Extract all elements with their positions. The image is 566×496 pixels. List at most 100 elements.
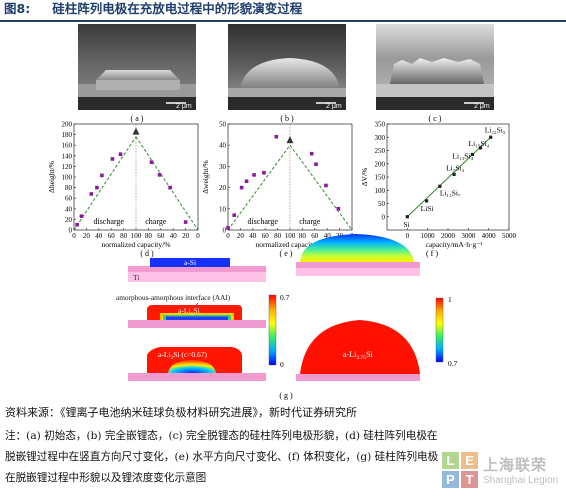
- discharge-point: [226, 226, 230, 230]
- charge-trend-line: [135, 136, 199, 231]
- discharge-trend-line: [227, 144, 291, 231]
- charge-point: [314, 162, 318, 167]
- figure-note-line-3: 在脱嵌锂过程中形貌以及锂浓度变化示意图: [5, 472, 207, 484]
- region-label-charge: charge: [299, 217, 321, 226]
- x-tick-label: 0: [226, 232, 230, 240]
- volume-point: [489, 135, 493, 139]
- x-tick-label: 0: [406, 232, 410, 240]
- region-label-discharge: discharge: [247, 217, 278, 226]
- fit-line: [406, 136, 492, 218]
- charge-point: [183, 220, 188, 224]
- y-tick-label: 0: [382, 213, 386, 221]
- discharge-point: [252, 173, 256, 177]
- sem-image-a: 2 μm: [78, 24, 196, 110]
- y-tick-label: 50: [219, 121, 227, 129]
- cbar-left-min: 0: [280, 360, 284, 369]
- cbar-left-max: 0.7: [280, 293, 290, 302]
- plot-d-label: ( d ): [140, 249, 154, 258]
- fem-ti-label: Ti: [133, 273, 139, 282]
- cbar-right-min: 0.7: [448, 359, 458, 368]
- discharge-trend-line: [73, 136, 137, 231]
- discharge-point: [110, 157, 115, 161]
- charge-point: [336, 207, 341, 211]
- sem-image-b: 2 μm: [228, 24, 346, 110]
- figure-note-line-1: 注：(a) 初始态，(b) 完全嵌锂态，(c) 完全脱锂态的硅柱阵列电极形貌，(…: [5, 430, 438, 442]
- volume-point: [478, 146, 483, 150]
- watermark-logo: L E P T 上海联荣 Shanghai Legion: [442, 448, 560, 492]
- x-axis-label: normalized capacity/%: [256, 240, 325, 249]
- figure-graphic: 2 μm ( a ) 2 μm ( b ) 2 μm ( c ) 0 20 40 60…: [47, 24, 517, 400]
- charge-point: [157, 173, 162, 177]
- sem-c-label: ( c ): [429, 114, 442, 123]
- fem-stress-dome: [296, 234, 420, 276]
- volume-point: [438, 184, 442, 188]
- fem-lixsi-label: a-LixSi: [178, 306, 200, 317]
- y-axis-label: Δheight/%: [47, 161, 56, 193]
- discharge-point: [79, 214, 84, 219]
- y-tick-label: 100: [62, 174, 73, 182]
- y-axis-label: ΔV/%: [360, 168, 369, 187]
- chart-e: 02040608010080604020001020304050▲dischar…: [201, 121, 354, 250]
- phase-label: LiSi: [421, 204, 434, 213]
- phase-label: Li₁₂Si₇: [440, 188, 461, 197]
- fem-li2si-label: a-Li2Si (c=0.67): [158, 350, 208, 361]
- x-tick-label: 5000: [502, 232, 517, 240]
- y-tick-label: 80: [65, 184, 73, 192]
- x-tick-label: 80: [145, 232, 153, 240]
- y-tick-label: 350: [375, 121, 386, 129]
- y-tick-label: 10: [219, 205, 227, 213]
- y-tick-label: 30: [219, 163, 227, 171]
- discharge-point: [95, 185, 99, 190]
- peak-marker: ▲: [287, 135, 294, 145]
- phase-label: Si: [403, 220, 409, 229]
- volume-point: [425, 199, 429, 203]
- fem-full-lithiation: a-Li3.75Si: [296, 320, 420, 381]
- x-axis-label: normalized capacity/%: [102, 240, 171, 249]
- x-tick-label: 100: [285, 232, 296, 240]
- charge-point: [168, 185, 172, 190]
- discharge-point: [232, 213, 236, 217]
- y-tick-label: 180: [62, 131, 73, 139]
- x-tick-label: 2000: [441, 232, 456, 240]
- plot-frame: [386, 123, 510, 231]
- logo-mark: L E P T: [442, 452, 478, 488]
- x-tick-label: 80: [274, 232, 282, 240]
- figure-title-bar: 图8: 硅柱阵列电极在充放电过程中的形貌演变过程: [0, 0, 566, 22]
- discharge-point: [244, 179, 249, 184]
- x-tick-label: 20: [83, 232, 91, 240]
- phase-label: Li₂₂Si₅: [485, 125, 506, 134]
- x-tick-label: 40: [249, 232, 257, 240]
- y-tick-label: 50: [378, 200, 386, 208]
- y-tick-label: 40: [65, 205, 73, 213]
- discharge-point: [274, 134, 279, 139]
- discharge-point: [262, 170, 266, 175]
- figure-note-line-2: 脱嵌锂过程中在竖直方向尺寸变化，(e) 水平方向尺寸变化、(f) 体积变化，(g…: [5, 451, 439, 463]
- x-tick-label: 3000: [461, 232, 476, 240]
- y-tick-label: 200: [375, 160, 386, 168]
- discharge-point: [239, 185, 244, 190]
- sem-image-c: 2 μm: [376, 24, 494, 110]
- chart-d: 0 20 40 60 80 100 80 60 40 20 00204060801001201401…: [47, 121, 200, 250]
- charge-point: [324, 183, 328, 188]
- colorbar-left: 0.7 0: [268, 293, 290, 369]
- discharge-point: [75, 222, 79, 227]
- y-tick-label: 40: [219, 142, 227, 150]
- y-tick-label: 150: [375, 174, 386, 182]
- volume-point: [452, 172, 456, 176]
- charge-point: [149, 160, 154, 164]
- volume-point: [470, 152, 474, 157]
- charge-trend-line: [289, 144, 353, 231]
- y-tick-label: 160: [62, 142, 73, 150]
- fem-aai-label: amorphous-amorphous interface (AAI): [116, 293, 231, 302]
- y-tick-label: 60: [65, 195, 73, 203]
- x-axis-label: capacity/mA·h·g⁻¹: [425, 240, 482, 249]
- x-tick-label: 100: [131, 232, 142, 240]
- figure-title: 硅柱阵列电极在充放电过程中的形貌演变过程: [52, 1, 303, 16]
- x-tick-label: 40: [95, 232, 103, 240]
- plot-f-label: ( f ): [426, 249, 438, 258]
- x-tick-label: 1000: [421, 232, 436, 240]
- cbar-right-max: 1: [448, 295, 452, 304]
- y-tick-label: 0: [69, 227, 73, 235]
- y-tick-label: 100: [375, 187, 386, 195]
- y-tick-label: 20: [65, 216, 73, 224]
